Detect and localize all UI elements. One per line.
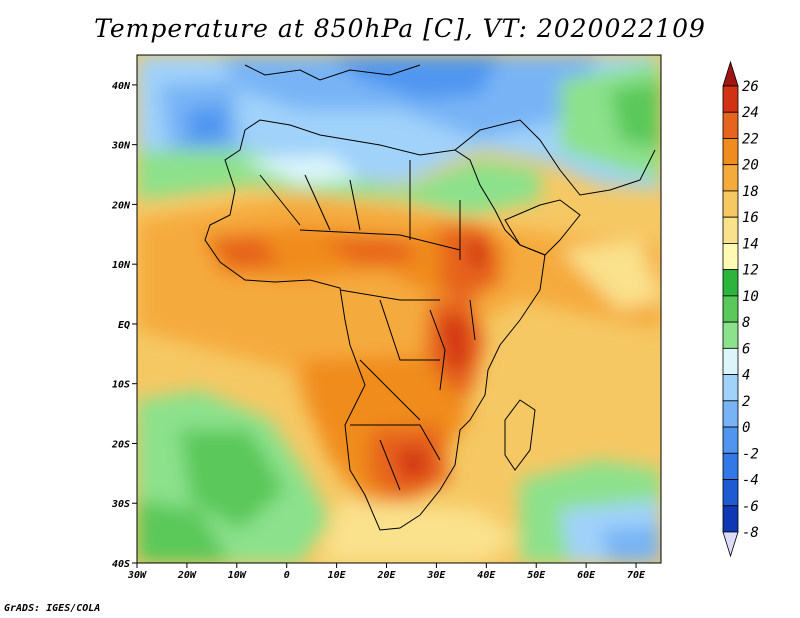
colorbar-label: 14	[742, 236, 759, 252]
colorbar-label: 2	[742, 394, 750, 410]
y-tick-label: 20S	[111, 439, 130, 450]
colorbar-swatch	[722, 452, 739, 480]
chart-title: Temperature at 850hPa [C], VT: 202002210…	[94, 14, 706, 43]
x-axis: 30W 20W 10W 0 10E 20E 30E 40E 50E 60E 70E	[127, 563, 646, 581]
plot-frame	[136, 54, 662, 564]
colorbar-label: -2	[742, 446, 759, 462]
y-tick-label: 30S	[111, 499, 130, 510]
x-tick-label: 10E	[328, 570, 347, 581]
colorbar-label: 18	[742, 184, 759, 200]
colorbar-swatch	[722, 400, 739, 428]
x-tick-label: 30E	[426, 570, 446, 581]
colorbar-label: 20	[742, 158, 759, 174]
colorbar-label: 6	[742, 341, 750, 357]
x-tick-label: 70E	[627, 570, 646, 581]
colorbar-swatch	[722, 479, 739, 507]
colorbar-swatch	[722, 295, 739, 323]
x-tick-label: 50E	[527, 570, 546, 581]
colorbar-swatch	[722, 321, 739, 349]
colorbar-swatch	[722, 111, 739, 139]
colorbar-label: 22	[742, 131, 759, 147]
colorbar-swatch	[722, 269, 739, 297]
colorbar-label: 16	[742, 210, 759, 226]
y-tick-label: 20N	[111, 200, 131, 211]
y-tick-label: 10N	[112, 260, 131, 271]
colorbar-bottom-triangle	[722, 531, 739, 558]
colorbar-swatch	[722, 164, 739, 192]
x-tick-label: 20W	[177, 570, 197, 581]
colorbar-label: 26	[742, 79, 759, 95]
colorbar-swatch	[722, 190, 739, 218]
x-tick-label: 10W	[228, 570, 247, 581]
colorbar-label: 8	[742, 315, 750, 331]
y-axis: 40S 30S 20S 10S EQ 10N 20N 30N 40N	[111, 81, 137, 570]
y-tick-label: 40S	[112, 559, 130, 570]
colorbar-label: 10	[742, 289, 759, 305]
colorbar-swatch	[722, 426, 739, 454]
colorbar-label: 0	[742, 420, 750, 436]
colorbar-swatch	[722, 85, 739, 113]
x-tick-label: 40E	[477, 570, 496, 581]
y-tick-label: 10S	[112, 380, 130, 391]
x-tick-label: 0	[284, 570, 290, 581]
y-tick-label: 40N	[112, 81, 131, 92]
credit-text: GrADS: IGES/COLA	[4, 603, 101, 614]
colorbar-swatch	[722, 138, 739, 166]
y-tick-label: 30N	[111, 141, 131, 152]
colorbar-label: 24	[742, 105, 759, 121]
colorbar-top-triangle	[722, 60, 739, 87]
colorbar-swatch	[722, 505, 739, 533]
y-tick-label: EQ	[118, 320, 130, 331]
colorbar-swatch	[722, 347, 739, 375]
colorbar-label: -8	[742, 525, 759, 541]
x-tick-label: 30W	[127, 570, 147, 581]
x-tick-label: 20E	[376, 570, 396, 581]
temperature-field	[137, 55, 661, 563]
x-tick-label: 60E	[577, 570, 596, 581]
colorbar-swatch	[722, 216, 739, 244]
colorbar-label: -6	[742, 499, 759, 515]
colorbar-label: -4	[742, 473, 759, 489]
colorbar-label: 12	[742, 263, 759, 279]
colorbar-swatch	[722, 374, 739, 402]
colorbar-swatch	[722, 243, 739, 271]
colorbar-label: 4	[742, 368, 750, 384]
